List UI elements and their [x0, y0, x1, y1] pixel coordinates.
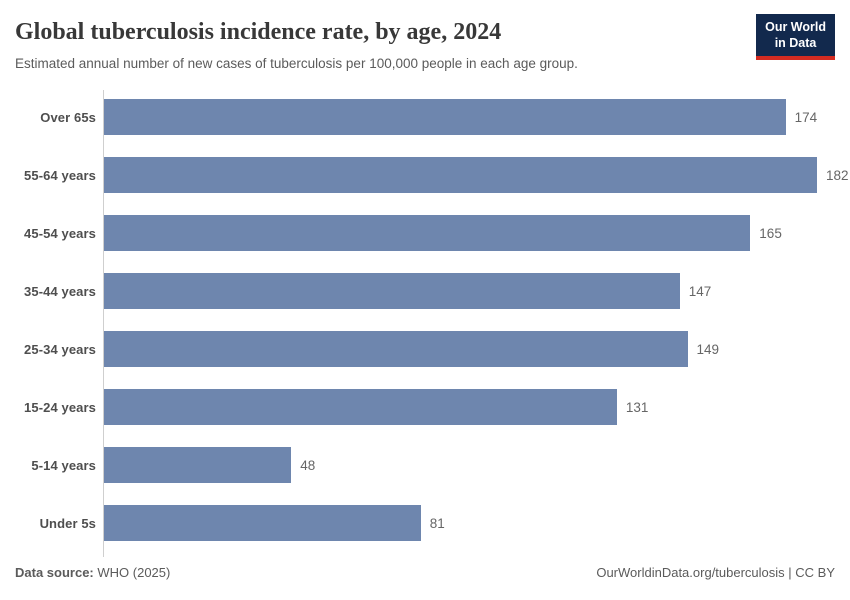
chart-row: Over 65s 174: [15, 99, 835, 136]
category-label: 15-24 years: [24, 399, 96, 415]
bar[interactable]: [103, 99, 786, 136]
bar-track: 48: [103, 447, 835, 484]
bar-track: 81: [103, 505, 835, 542]
credit-link[interactable]: OurWorldinData.org/tuberculosis | CC BY: [596, 565, 835, 580]
owid-logo-line2: in Data: [774, 36, 817, 51]
value-label: 165: [759, 225, 782, 241]
bar-track: 182: [103, 157, 849, 194]
category-label: 25-34 years: [24, 341, 96, 357]
y-axis-line: [103, 90, 104, 558]
header-text-block: Global tuberculosis incidence rate, by a…: [15, 14, 578, 72]
chart-row: 35-44 years 147: [15, 273, 835, 310]
value-label: 182: [826, 167, 849, 183]
bar[interactable]: [103, 157, 817, 194]
category-label: 45-54 years: [24, 225, 96, 241]
chart-footer: Data source: WHO (2025) OurWorldinData.o…: [15, 565, 835, 584]
chart-row: 45-54 years 165: [15, 215, 835, 252]
value-label: 131: [625, 399, 649, 415]
bar-track: 147: [103, 273, 835, 310]
bar-chart: Over 65s 174 55-64 years 182 45-54 years 165 3…: [15, 90, 849, 558]
bar-track: 165: [103, 215, 835, 252]
chart-header: Global tuberculosis incidence rate, by a…: [15, 14, 835, 72]
bar[interactable]: [103, 447, 292, 484]
category-label: Over 65s: [40, 109, 96, 125]
chart-row: 5-14 years 48: [15, 447, 835, 484]
chart-row: 55-64 years 182: [15, 157, 849, 194]
value-label: 174: [794, 109, 818, 125]
category-label: 35-44 years: [24, 283, 96, 299]
data-source: Data source: WHO (2025): [15, 565, 170, 580]
value-label: 149: [696, 341, 720, 357]
data-source-value: WHO (2025): [97, 565, 171, 580]
chart-row: 25-34 years 149: [15, 331, 835, 368]
data-source-label: Data source:: [15, 565, 94, 580]
value-label: 48: [300, 457, 316, 473]
category-label: Under 5s: [39, 515, 96, 531]
category-label: 5-14 years: [31, 457, 96, 473]
chart-row: 15-24 years 131: [15, 389, 835, 426]
bar-track: 131: [103, 389, 835, 426]
bar[interactable]: [103, 389, 617, 426]
owid-logo[interactable]: Our World in Data: [756, 14, 835, 60]
bar[interactable]: [103, 273, 680, 310]
bar[interactable]: [103, 331, 688, 368]
bar-track: 149: [103, 331, 835, 368]
owid-logo-line1: Our World: [765, 20, 826, 34]
bar[interactable]: [103, 505, 421, 542]
bar[interactable]: [103, 215, 751, 252]
value-label: 81: [429, 515, 445, 531]
chart-row: Under 5s 81: [15, 505, 835, 542]
chart-title: Global tuberculosis incidence rate, by a…: [15, 19, 502, 45]
chart-subtitle: Estimated annual number of new cases of …: [15, 55, 578, 71]
bar-track: 174: [103, 99, 835, 136]
value-label: 147: [688, 283, 712, 299]
category-label: 55-64 years: [24, 167, 96, 183]
